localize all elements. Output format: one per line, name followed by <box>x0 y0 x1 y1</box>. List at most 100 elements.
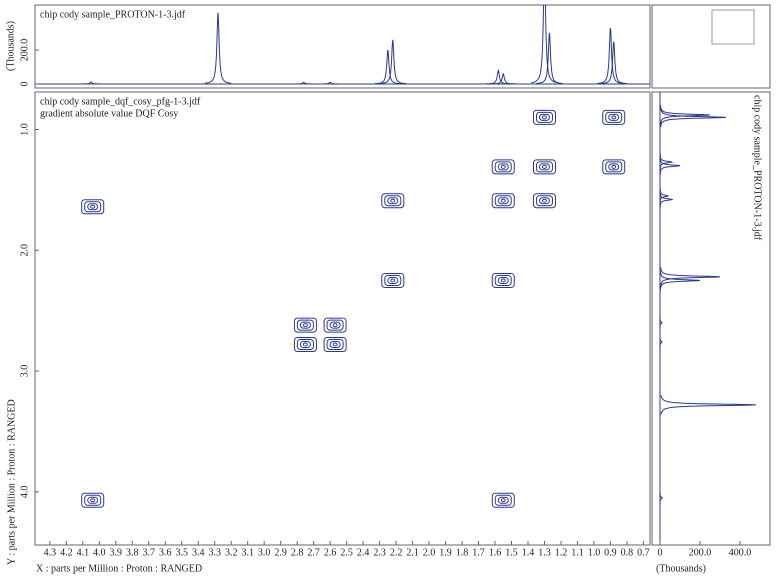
contour-ring <box>293 336 317 352</box>
y-tick-label: 2.0 <box>19 244 30 256</box>
contour-ring <box>296 319 314 331</box>
contour-ring <box>326 319 344 331</box>
spectrum-peak <box>77 81 105 85</box>
x-tick-label: 1.1 <box>571 547 584 558</box>
y-axis-label: Y : parts per Million : Proton : RANGED <box>6 399 17 565</box>
contour-ring <box>602 109 626 125</box>
x-tick-label: 400.0 <box>729 547 752 558</box>
contour-ring <box>497 276 509 284</box>
contour-ring <box>541 115 547 120</box>
contour-ring <box>500 498 506 503</box>
contour-ring <box>535 195 553 207</box>
contour-ring <box>500 164 506 169</box>
spectrum-peak <box>290 81 317 85</box>
contour-ring <box>491 272 515 288</box>
cross-peak <box>491 193 515 209</box>
x-tick-label: 2.8 <box>291 547 304 558</box>
contour-ring <box>500 278 506 283</box>
cross-peak <box>491 492 515 508</box>
spectrum-peak <box>597 27 624 84</box>
spectrum-peak <box>660 267 721 287</box>
contour-ring <box>611 164 617 169</box>
contour-ring <box>491 492 515 508</box>
contour-ring <box>87 203 99 211</box>
contour-ring <box>538 163 550 171</box>
contour-ring <box>500 198 506 203</box>
top-panel-frame <box>34 4 651 89</box>
contour-ring <box>87 496 99 504</box>
y-tick-label: 200.0 <box>19 39 30 62</box>
y-tick-label: 4.0 <box>19 486 30 499</box>
spectrum-peak <box>204 12 232 84</box>
x-tick-label: 0.7 <box>637 547 650 558</box>
cross-peak <box>602 109 626 125</box>
contour-ring <box>494 274 512 286</box>
spectrum-peak <box>659 189 674 210</box>
y-tick-label: 3.0 <box>19 365 30 378</box>
contour-ring <box>302 323 308 328</box>
spectrum-peak <box>660 395 757 415</box>
x-tick-label: 1.7 <box>472 547 485 558</box>
contour-ring <box>605 111 623 123</box>
contour-ring <box>608 113 620 121</box>
cross-peak <box>323 317 347 333</box>
contour-ring <box>390 278 396 283</box>
x-tick-label: 1.5 <box>505 547 518 558</box>
x-tick-label: 3.6 <box>159 547 172 558</box>
spectrum-peak <box>659 270 701 291</box>
spectrum-peak <box>485 68 512 85</box>
contour-ring <box>541 198 547 203</box>
cross-peak <box>532 109 556 125</box>
contour-ring <box>608 163 620 171</box>
spectrum-peak <box>659 332 663 352</box>
contour-ring <box>323 336 347 352</box>
spectrum-peak <box>659 156 681 176</box>
main-title: chip cody sample_dqf_cosy_pfg-1-3.jdf <box>40 96 201 107</box>
cross-peak <box>491 159 515 175</box>
y-tick-label: 0 <box>19 82 30 87</box>
right-spectrum <box>659 92 757 545</box>
contour-ring <box>302 342 308 347</box>
spectrum-peak <box>659 313 663 333</box>
cross-peak <box>293 336 317 352</box>
x-tick-label: 2.1 <box>406 547 419 558</box>
contour-ring <box>384 195 402 207</box>
x-axis-label: X : parts per Million : Proton : RANGED <box>36 563 202 574</box>
x-tick-label: 200.0 <box>689 547 712 558</box>
cross-peak <box>381 272 405 288</box>
x-tick-label: 4.2 <box>60 547 73 558</box>
x-tick-label: 1.4 <box>522 547 535 558</box>
x-tick-label: 3.3 <box>208 547 221 558</box>
contour-ring <box>497 163 509 171</box>
top-title: chip cody sample_PROTON-1-3.jdf <box>40 9 186 20</box>
cross-peak <box>81 492 105 508</box>
cross-peak <box>532 159 556 175</box>
contour-ring <box>494 161 512 173</box>
contour-ring <box>532 109 556 125</box>
contour-ring <box>602 159 626 175</box>
cross-peak <box>602 159 626 175</box>
main-plot-frame <box>34 91 651 546</box>
contour-ring <box>90 204 96 209</box>
right-title: chip cody sample_PROTON-1-3.jdf <box>752 95 763 241</box>
spectrum-peak <box>490 72 517 85</box>
contour-ring <box>605 161 623 173</box>
contour-ring <box>384 274 402 286</box>
top-y-label: (Thousands) <box>5 21 16 71</box>
spectrum-peak <box>531 5 558 84</box>
contour-ring <box>296 338 314 350</box>
contour-ring <box>535 111 553 123</box>
x-tick-label: 1.9 <box>439 547 452 558</box>
spectrum-peak <box>659 152 674 172</box>
x-tick-label: 1.3 <box>538 547 551 558</box>
cross-peak <box>323 336 347 352</box>
x-tick-label: 1.2 <box>555 547 568 558</box>
contour-ring <box>387 197 399 205</box>
contour-ring <box>329 321 341 329</box>
contour-ring <box>90 498 96 503</box>
spectrum-peak <box>660 105 711 125</box>
spectrum-peak <box>536 32 563 84</box>
